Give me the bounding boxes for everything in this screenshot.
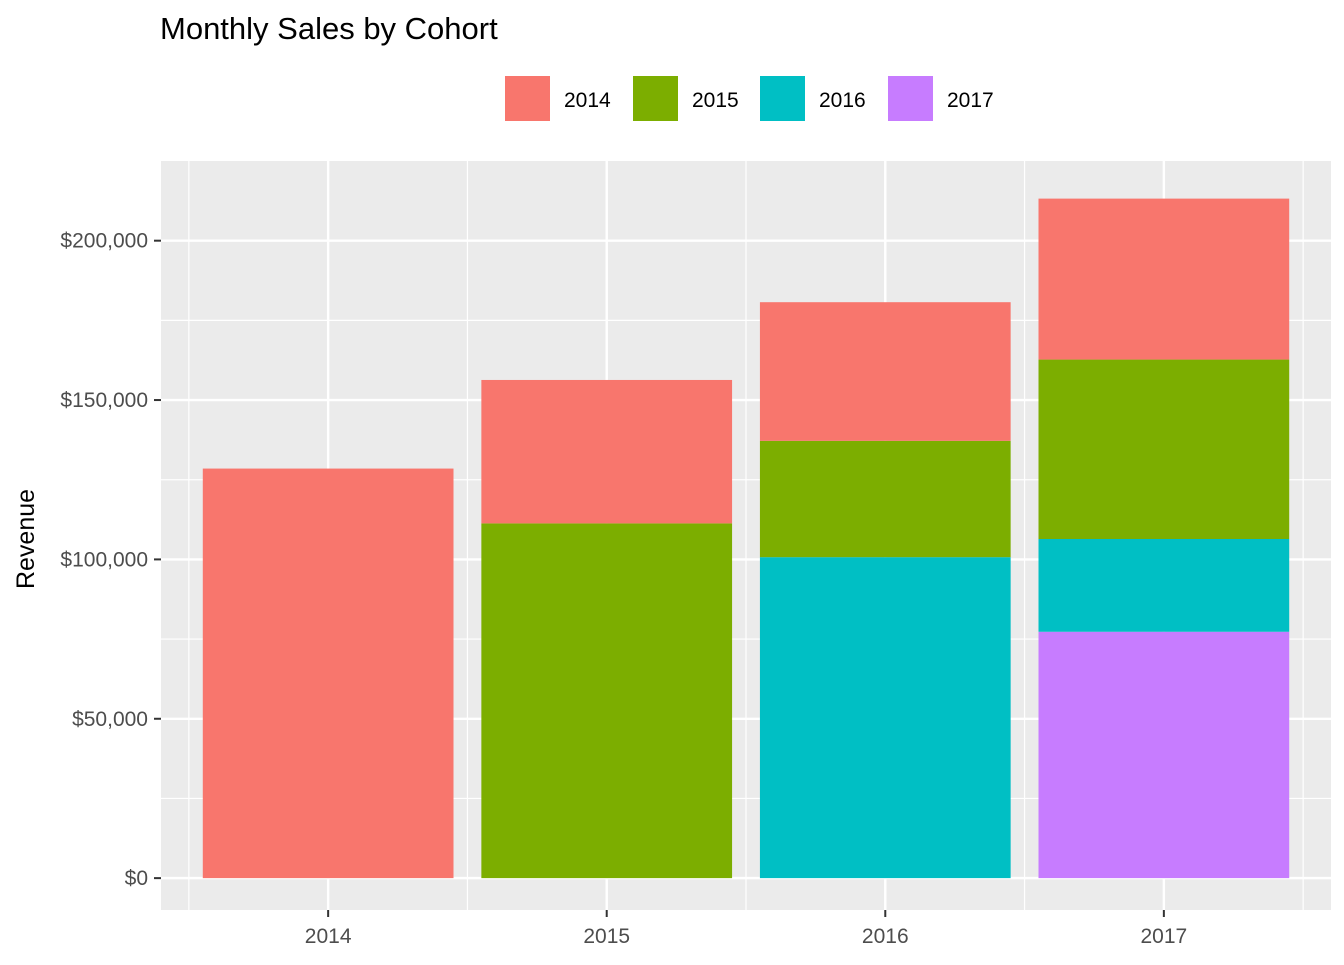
y-tick-label: $200,000 — [60, 230, 148, 253]
bar-2015-cohort-2015 — [481, 523, 733, 879]
y-axis: $0 $50,000 $100,000 $150,000 $200,000 — [60, 230, 161, 890]
y-tick-label: $150,000 — [60, 389, 148, 412]
y-tick-label: $0 — [125, 867, 148, 890]
legend-label-2014: 2014 — [564, 89, 611, 112]
legend-key-2017 — [888, 76, 933, 121]
legend-label-2016: 2016 — [819, 89, 866, 112]
x-tick-label: 2016 — [862, 925, 909, 948]
x-tick-label: 2017 — [1140, 925, 1187, 948]
y-tick-label: $50,000 — [72, 708, 148, 731]
y-tick-label: $100,000 — [60, 548, 148, 571]
legend-label-2017: 2017 — [947, 89, 994, 112]
legend-key-2014 — [505, 76, 550, 121]
bar-2016-cohort-2016 — [759, 557, 1011, 879]
legend-key-2016 — [760, 76, 805, 121]
bar-2016-cohort-2014 — [759, 302, 1011, 441]
x-axis: 2014 2015 2016 2017 — [305, 910, 1187, 948]
y-axis-title: Revenue — [12, 489, 40, 589]
legend-label-2015: 2015 — [692, 89, 739, 112]
bar-2016-cohort-2015 — [759, 440, 1011, 558]
chart-title: Monthly Sales by Cohort — [160, 11, 498, 46]
bar-2017-cohort-2017 — [1038, 631, 1290, 879]
legend-key-2015 — [633, 76, 678, 121]
bar-2017-cohort-2014 — [1038, 198, 1290, 360]
bar-2015-cohort-2014 — [481, 379, 733, 524]
bar-2014-cohort-2014 — [202, 468, 454, 879]
x-tick-label: 2014 — [305, 925, 352, 948]
bars — [202, 198, 1290, 879]
bar-2017-cohort-2015 — [1038, 359, 1290, 540]
x-tick-label: 2015 — [583, 925, 630, 948]
legend: 2014 2015 2016 2017 — [505, 76, 994, 121]
bar-2017-cohort-2016 — [1038, 539, 1290, 632]
